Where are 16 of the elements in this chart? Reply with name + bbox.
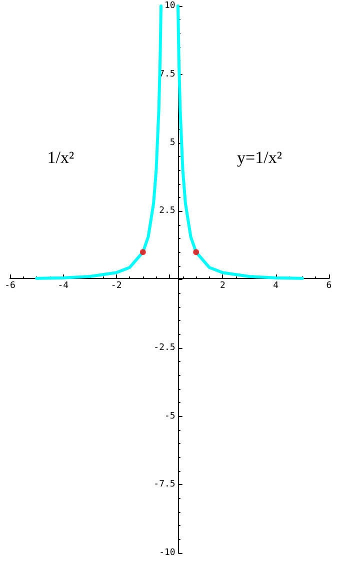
y-tick-label: -5: [164, 411, 176, 422]
y-tick-label: 5: [170, 138, 176, 148]
line-series: [176, 4, 304, 280]
y-tick-label: -10: [159, 548, 176, 558]
x-tick-label: 2: [220, 281, 226, 291]
y-tick-label: 2.5: [159, 206, 176, 216]
annotation: y=1/x²: [237, 148, 282, 168]
x-tick-label: -4: [58, 281, 69, 291]
y-tick-label: -7.5: [154, 480, 176, 490]
x-tick-label: -6: [4, 281, 16, 291]
x-tick-label: -2: [110, 281, 122, 291]
y-tick-label: 10: [164, 1, 176, 11]
x-tick-label: 4: [273, 281, 279, 291]
y-tick-label: -2.5: [154, 342, 176, 353]
annotation: 1/x²: [47, 148, 74, 168]
x-tick-label: 6: [326, 281, 332, 291]
